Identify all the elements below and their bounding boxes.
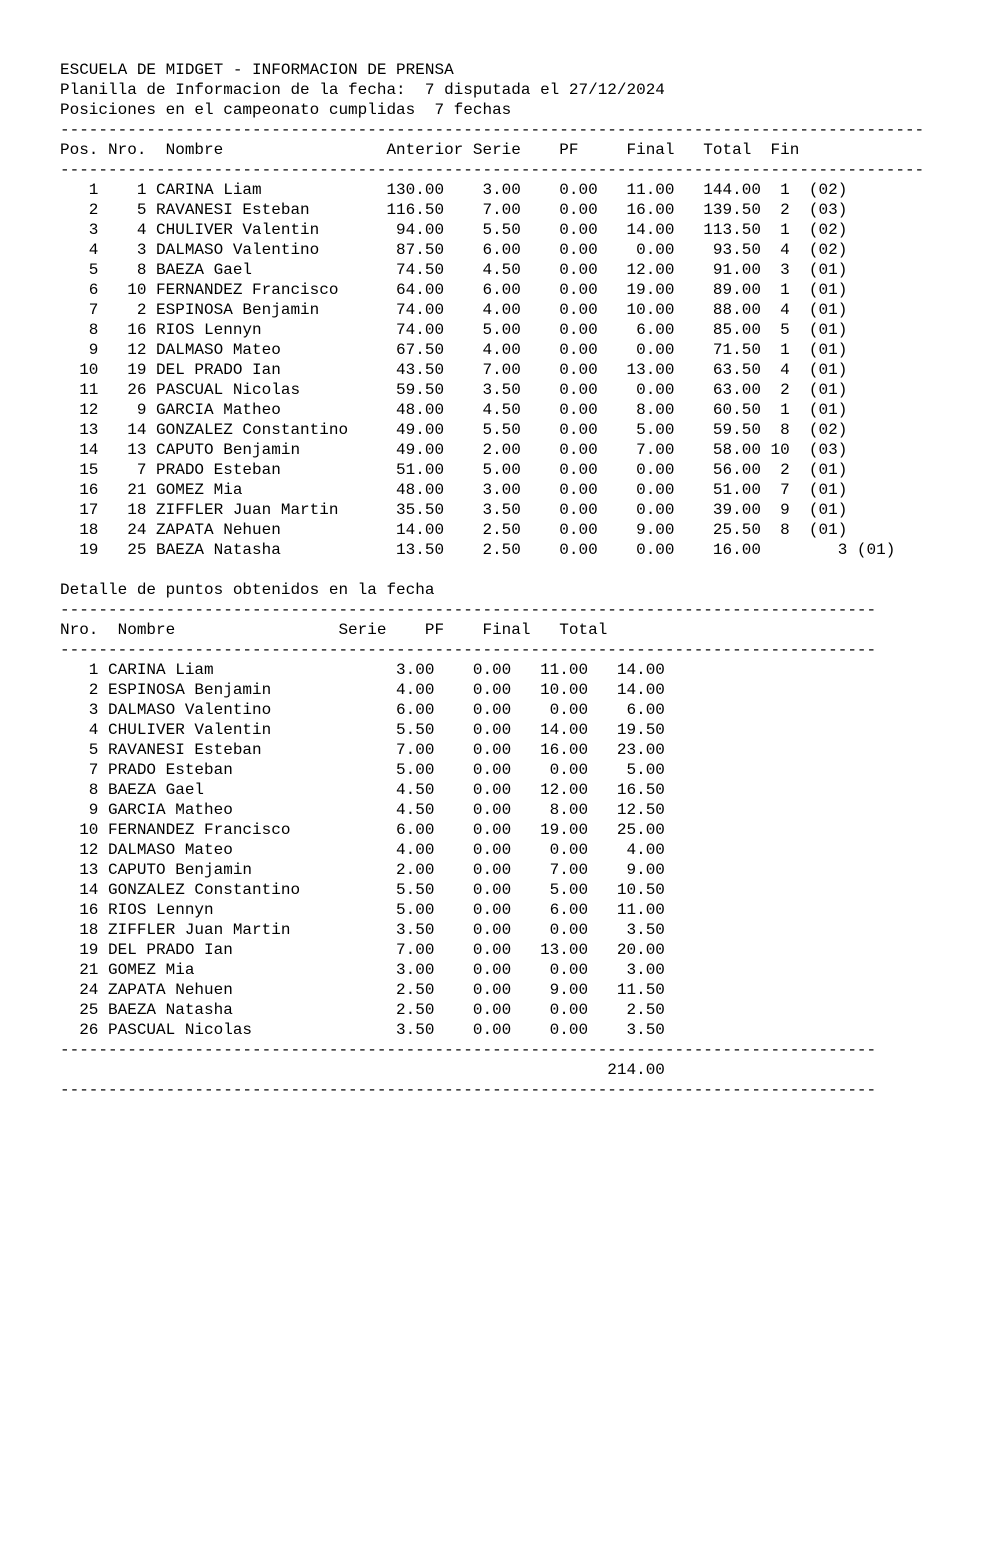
report-body: ESCUELA DE MIDGET - INFORMACION DE PRENS… <box>60 60 1000 1100</box>
